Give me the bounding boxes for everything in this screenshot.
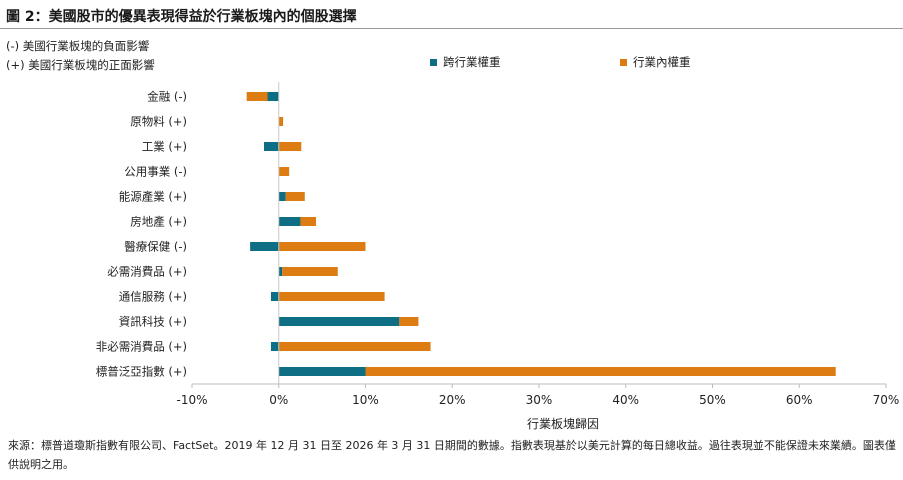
category-label: 非必需消費品 (+) [96,340,187,354]
category-label: 標普泛亞指數 (+) [96,365,187,379]
x-tick-label: 20% [439,393,466,407]
x-tick-label: -10% [176,393,207,407]
bar-cross [278,217,301,226]
category-label: 必需消費品 (+) [107,265,187,279]
category-label: 原物料 (+) [130,115,187,129]
legend-label-cross: 跨行業權重 [443,55,501,69]
note-positive: (+) 美國行業板塊的正面影響 [6,58,155,72]
bar-within [278,142,302,151]
bar-cross [278,317,400,326]
legend-swatch-within [620,58,627,66]
x-tick-label: 70% [873,393,900,407]
title-divider [0,28,903,29]
bar-cross [278,367,366,376]
legend-item-cross: 跨行業權重 [430,54,501,70]
bar-cross [267,92,279,101]
note-negative: (-) 美國行業板塊的負面影響 [6,39,150,53]
bar-within [282,267,338,276]
x-tick-label: 0% [269,393,288,407]
x-tick-label: 60% [786,393,813,407]
category-label: 資訊科技 (+) [119,315,187,329]
source-note: 來源：標普道瓊斯指數有限公司、FactSet。2019 年 12 月 31 日至… [8,439,896,471]
x-tick-label: 50% [699,393,726,407]
bar-within [300,217,317,226]
category-label: 工業 (+) [142,140,187,154]
bar-within [278,167,290,176]
legend-swatch-cross [430,58,437,66]
x-tick-label: 30% [526,393,553,407]
bar-within [278,342,431,351]
chart-title: 圖 2：美國股市的優異表現得益於行業板塊內的個股選擇 [6,9,357,25]
bar-chart: 金融 (-) 原物料 (+) 工業 (+) 公用事業 (-) 能源產業 (+) 房地產 (… [96,82,900,431]
bar-within [246,92,268,101]
bar-cross [278,192,286,201]
legend-item-within: 行業內權重 [620,54,691,70]
bar-cross [270,292,279,301]
category-label: 金融 (-) [147,90,187,104]
category-label: 房地產 (+) [130,215,187,229]
bar-within [285,192,305,201]
category-label: 醫療保健 (-) [124,240,187,254]
category-label: 公用事業 (-) [124,165,187,179]
bar-within [278,292,385,301]
category-label: 能源產業 (+) [119,190,187,204]
x-axis-label: 行業板塊歸因 [527,416,599,431]
bar-within [278,242,366,251]
bar-within [399,317,419,326]
x-tick-label: 40% [612,393,639,407]
bar-cross [278,267,283,276]
bar-within [365,367,836,376]
bar-cross [270,342,279,351]
bar-cross [250,242,279,251]
x-tick-label: 10% [352,393,379,407]
category-label: 通信服務 (+) [119,290,187,304]
legend-label-within: 行業內權重 [633,55,691,69]
bar-cross [264,142,279,151]
bar-within [278,117,284,126]
